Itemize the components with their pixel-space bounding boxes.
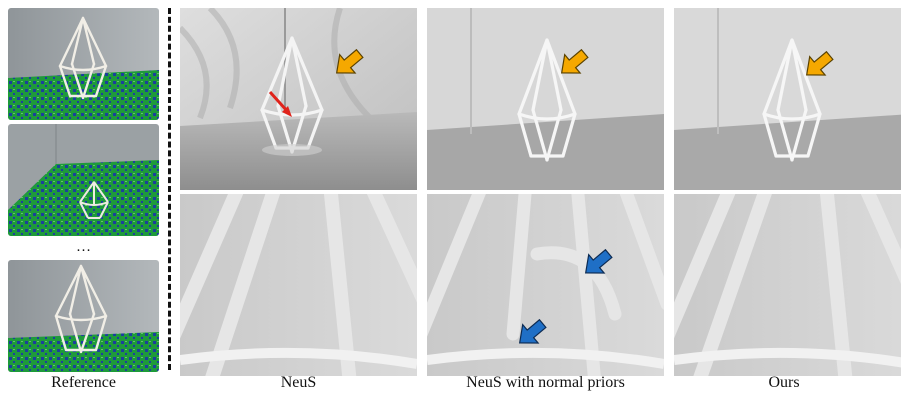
caption-reference: Reference bbox=[51, 374, 116, 391]
caption-neus: NeuS bbox=[280, 374, 317, 391]
ours-closeup-render bbox=[674, 194, 901, 376]
blue-arrow-icon bbox=[518, 318, 547, 344]
orange-arrow-icon bbox=[335, 48, 364, 74]
neus-full-render bbox=[180, 8, 417, 190]
caption-neus-normal-priors: NeuS with normal priors bbox=[466, 374, 625, 391]
reference-photo-3 bbox=[8, 260, 159, 372]
neus-normal-full-render bbox=[427, 8, 664, 190]
ellipsis: … bbox=[76, 239, 92, 255]
neus-normal-closeup-render bbox=[427, 194, 664, 376]
neus-closeup-render bbox=[180, 194, 417, 376]
reference-photo-1 bbox=[8, 8, 159, 120]
blue-arrow-icon bbox=[584, 248, 613, 274]
orange-arrow-icon bbox=[560, 48, 589, 74]
ours-full-render bbox=[674, 8, 901, 190]
red-arrow-icon bbox=[268, 90, 292, 117]
separator-dashed-line bbox=[168, 8, 171, 370]
orange-arrow-icon bbox=[805, 50, 834, 76]
caption-ours: Ours bbox=[768, 374, 800, 391]
reference-photo-2 bbox=[8, 124, 159, 236]
